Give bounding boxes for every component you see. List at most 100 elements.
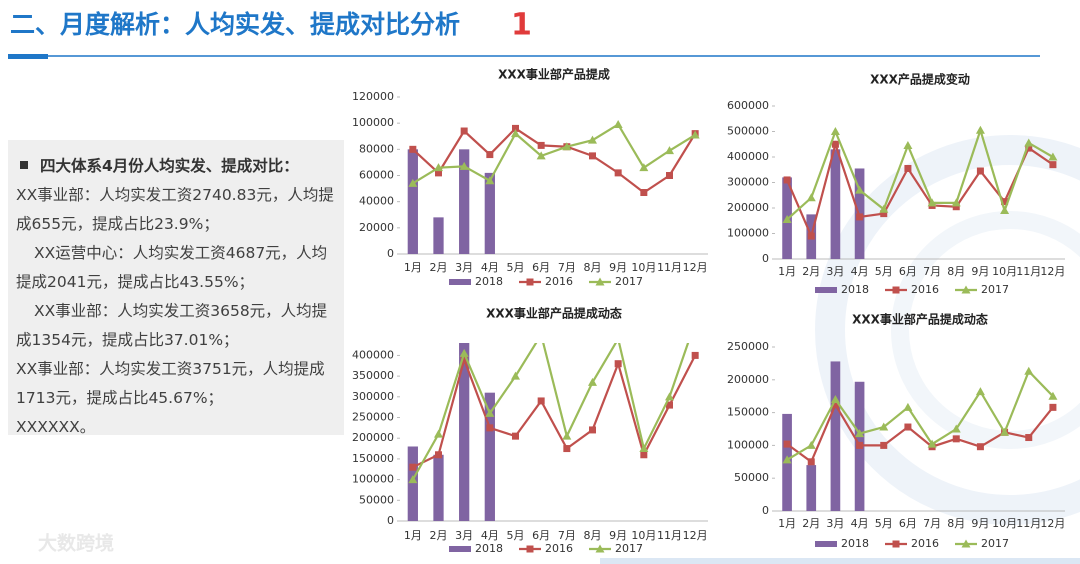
decor — [600, 558, 1080, 564]
marker — [880, 441, 888, 449]
marker — [614, 360, 622, 368]
line — [412, 354, 697, 469]
line — [786, 140, 1054, 240]
x-tick-label: 11月 — [657, 261, 682, 274]
x-tick-label: 4月 — [851, 517, 869, 530]
marker — [563, 445, 571, 453]
x-tick-label: 12月 — [1040, 517, 1065, 530]
marker — [409, 145, 417, 153]
chart-title: XXX产品提成变动 — [870, 72, 970, 87]
marker — [830, 394, 840, 403]
marker — [408, 178, 418, 187]
plot — [407, 318, 700, 521]
x-tick-label: 7月 — [923, 265, 941, 278]
x-tick-label: 7月 — [923, 517, 941, 530]
marker — [806, 193, 816, 202]
bar — [459, 149, 470, 254]
marker — [512, 432, 519, 440]
legend-label: 2017 — [981, 537, 1009, 550]
legend-label: 2016 — [545, 275, 573, 288]
y-tick-label: 50000 — [734, 471, 769, 484]
y-tick-label: 150000 — [352, 452, 394, 465]
marker — [855, 429, 865, 438]
marker — [511, 129, 520, 138]
title-rule-accent — [8, 54, 48, 59]
marker — [588, 377, 597, 386]
y-tick-label: 200000 — [727, 201, 769, 214]
marker — [614, 334, 623, 342]
x-tick-label: 4月 — [851, 265, 869, 278]
x-tick-label: 10月 — [631, 261, 656, 274]
y-tick-label: 100000 — [352, 473, 394, 486]
marker — [1049, 161, 1057, 169]
legend-label: 2018 — [475, 542, 503, 555]
x-tick-label: 6月 — [899, 517, 917, 530]
x-tick-label: 11月 — [1016, 265, 1041, 278]
marker — [1025, 434, 1033, 442]
marker — [961, 285, 971, 294]
bar — [433, 217, 444, 254]
y-tick-label: 200000 — [727, 373, 769, 386]
x-tick-label: 12月 — [683, 261, 708, 274]
y-tick-label: 60000 — [359, 169, 394, 182]
x-tick-label: 11月 — [1016, 517, 1041, 530]
marker — [892, 286, 900, 294]
marker — [595, 544, 605, 553]
decor — [815, 135, 1080, 525]
x-tick-label: 5月 — [875, 265, 893, 278]
x-tick-label: 6月 — [899, 265, 917, 278]
y-tick-label: 20000 — [359, 221, 394, 234]
y-tick-label: 50000 — [359, 493, 394, 506]
marker — [595, 277, 605, 286]
y-tick-label: 300000 — [727, 176, 769, 189]
marker — [589, 426, 596, 434]
marker — [975, 125, 985, 134]
x-tick-label: 6月 — [532, 529, 550, 542]
x-tick-label: 2月 — [430, 261, 448, 274]
x-tick-label: 11月 — [657, 529, 682, 542]
marker — [783, 440, 791, 448]
marker — [903, 402, 913, 411]
x-tick-label: 5月 — [507, 261, 525, 274]
marker — [1048, 152, 1058, 161]
marker — [1000, 427, 1010, 436]
line — [411, 343, 690, 481]
marker — [976, 443, 984, 451]
marker — [666, 172, 673, 179]
marker — [691, 351, 699, 359]
marker — [588, 135, 597, 144]
x-tick-label: 5月 — [875, 517, 893, 530]
x-tick-label: 8月 — [584, 261, 602, 274]
x-tick-label: 3月 — [826, 265, 844, 278]
marker — [485, 408, 495, 417]
marker — [511, 371, 520, 380]
x-tick-label: 9月 — [609, 261, 627, 274]
marker — [434, 163, 443, 172]
y-tick-label: 400000 — [352, 348, 394, 361]
marker — [459, 161, 469, 170]
x-tick-label: 9月 — [971, 265, 989, 278]
legend-label: 2016 — [911, 283, 939, 296]
y-tick-label: 100000 — [352, 116, 394, 129]
x-tick-label: 6月 — [532, 261, 550, 274]
page-number: 1 — [511, 8, 532, 43]
y-tick-label: 150000 — [727, 406, 769, 419]
y-tick-label: 120000 — [352, 90, 394, 103]
x-tick-label: 9月 — [971, 517, 989, 530]
line — [412, 126, 697, 194]
x-tick-label: 10月 — [631, 529, 656, 542]
marker — [951, 424, 961, 433]
marker — [856, 441, 864, 449]
marker — [614, 169, 622, 177]
bar — [433, 454, 444, 521]
x-tick-label: 4月 — [481, 261, 499, 274]
marker — [691, 318, 700, 326]
marker — [485, 176, 495, 185]
x-tick-label: 3月 — [826, 517, 844, 530]
marker — [952, 203, 960, 211]
line — [786, 369, 1054, 461]
marker — [879, 422, 889, 431]
x-tick-label: 7月 — [558, 529, 576, 542]
summary-heading: 四大体系4月份人均实发、提成对比： — [40, 157, 299, 175]
